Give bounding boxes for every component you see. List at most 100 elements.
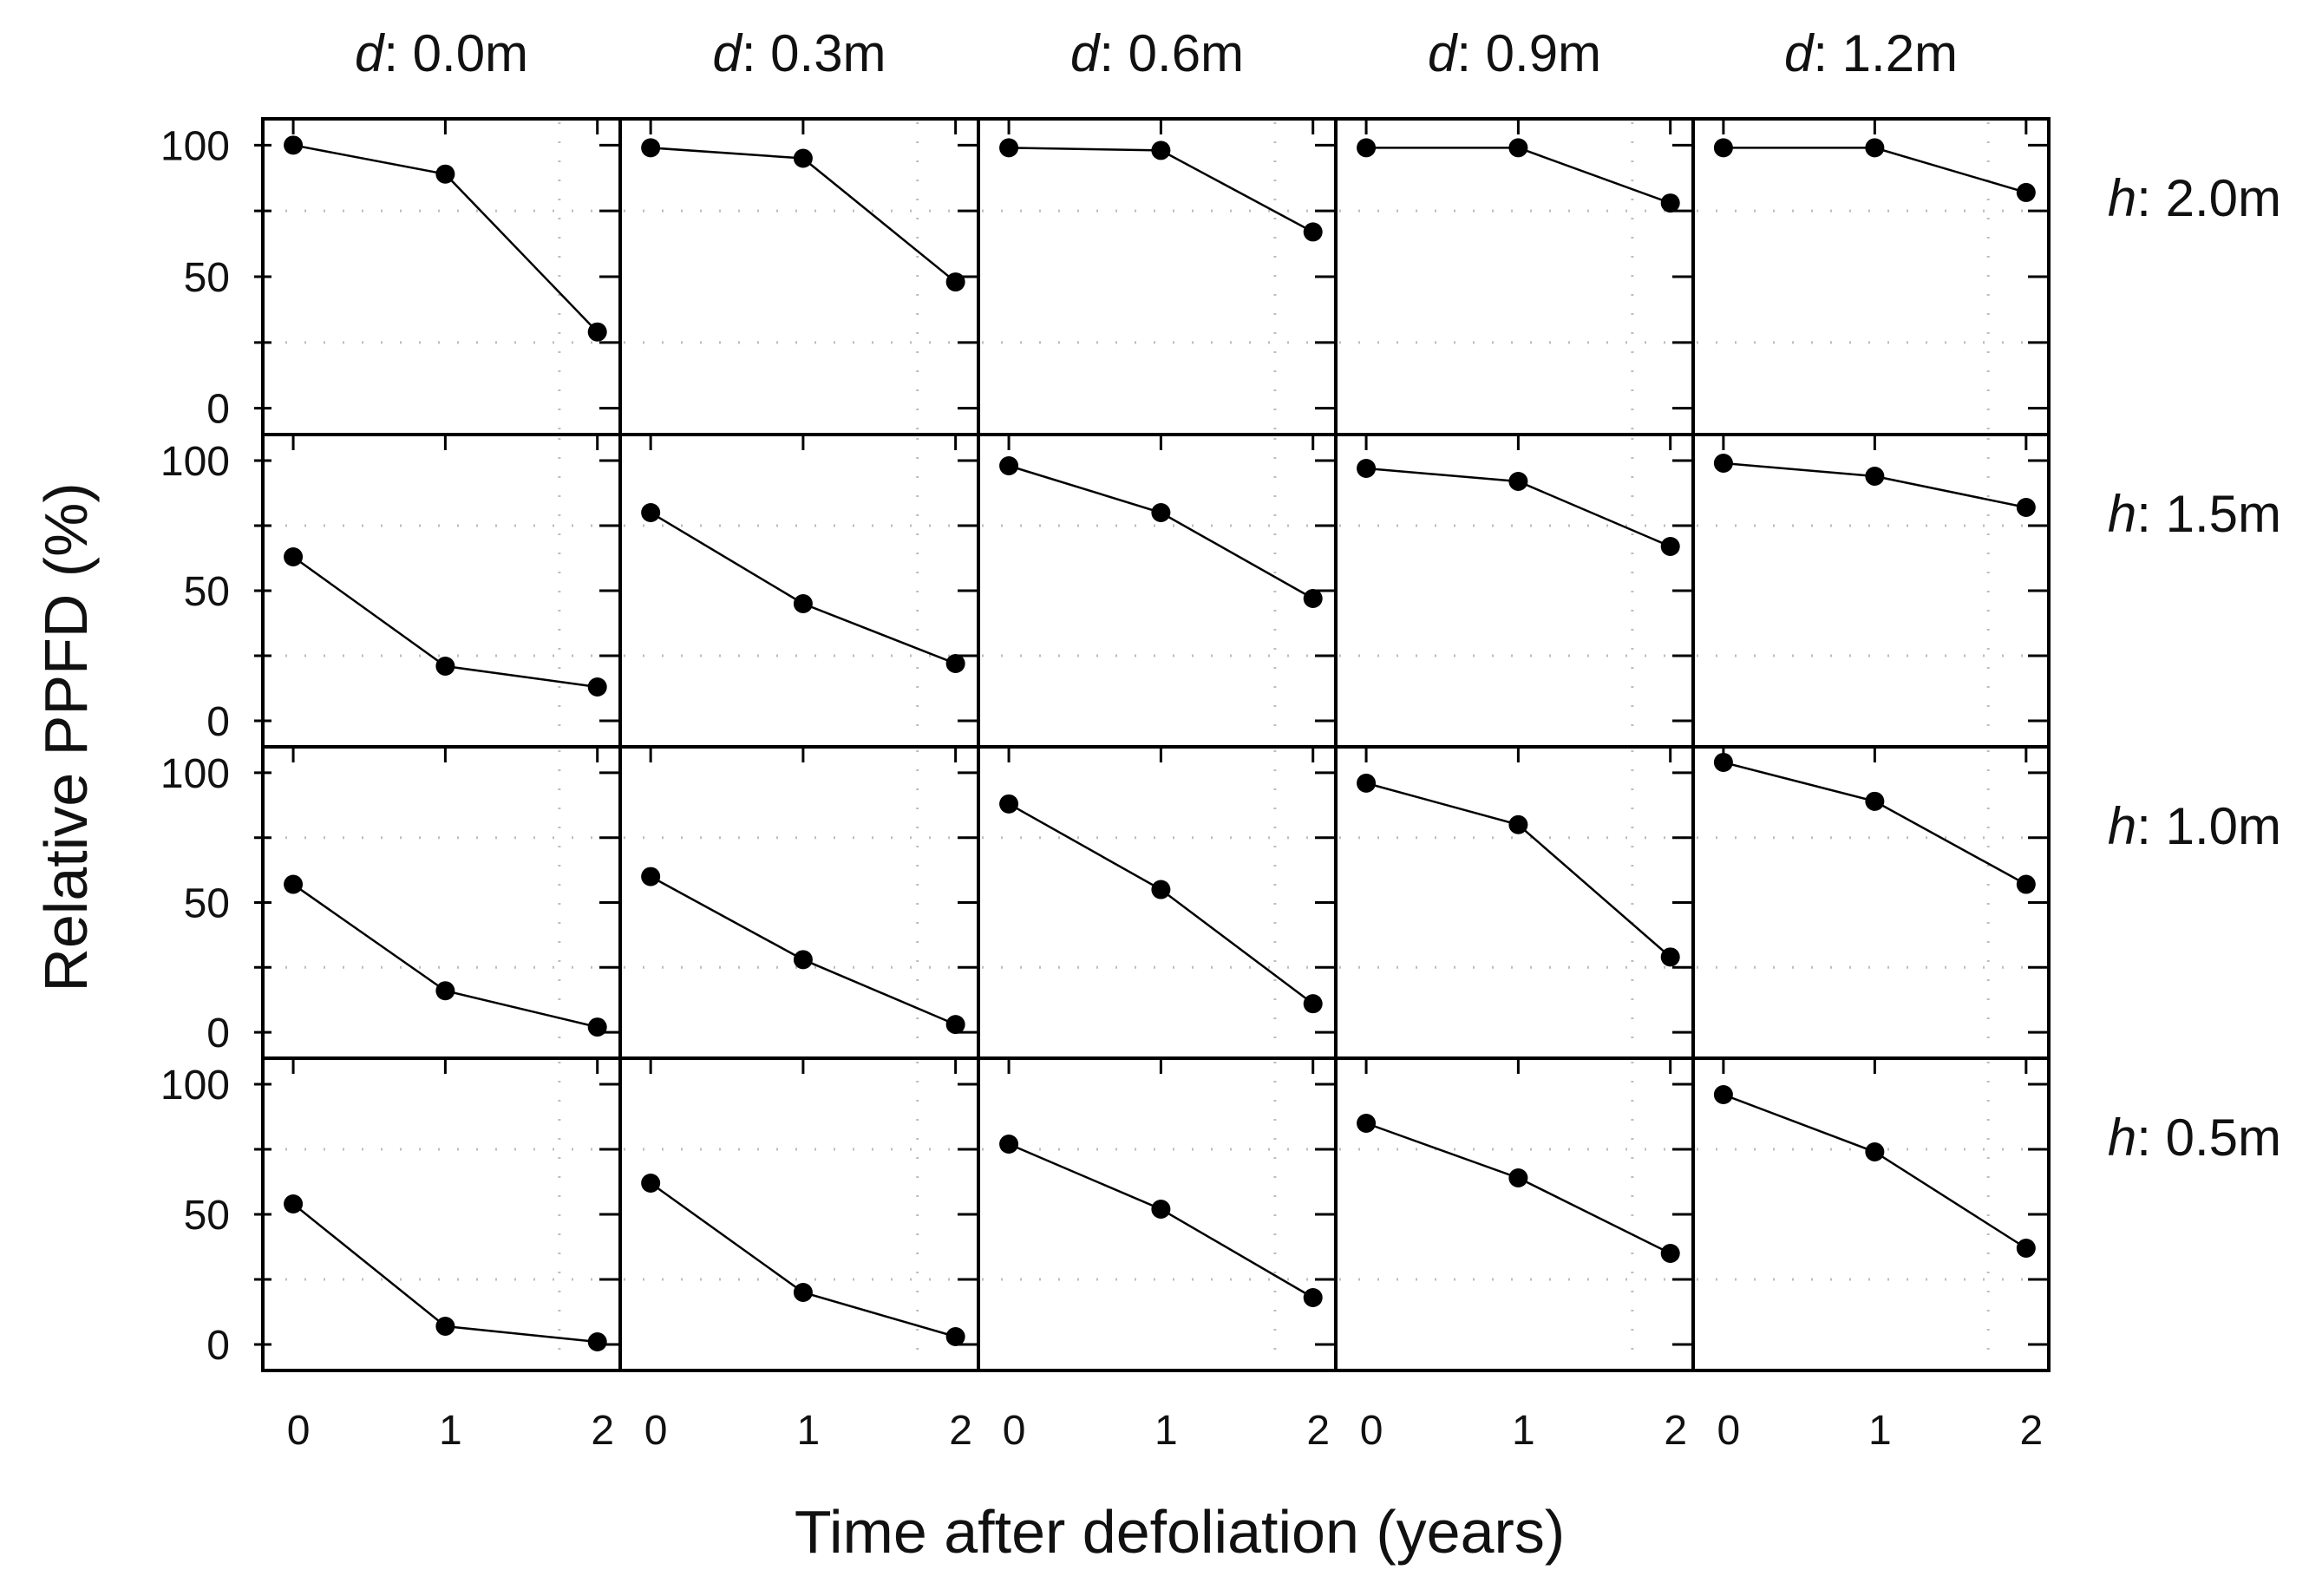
data-point	[1508, 1168, 1528, 1187]
y-tick-label: 100	[160, 1063, 230, 1109]
data-point	[1713, 752, 1733, 772]
x-tick-label: 0	[1003, 1408, 1026, 1454]
panel-frame	[618, 1056, 980, 1372]
data-point	[1713, 1085, 1733, 1104]
data-point	[1151, 880, 1171, 899]
data-point	[793, 1283, 813, 1302]
panel	[1691, 117, 2051, 436]
row-title-var: h	[2108, 797, 2136, 855]
column-title: d: 0.0m	[355, 24, 528, 82]
x-tick-label: 1	[1154, 1408, 1178, 1454]
panel	[618, 117, 980, 436]
data-point	[2016, 874, 2036, 894]
data-point	[1303, 222, 1323, 242]
series-line	[1008, 464, 1314, 600]
data-point	[1357, 138, 1377, 158]
column-title-value: : 1.2m	[1813, 24, 1958, 82]
column-title-var: d	[1428, 24, 1458, 82]
panel	[1691, 745, 2051, 1060]
data-point	[793, 950, 813, 970]
x-tick-label: 2	[591, 1408, 614, 1454]
column-title-var: d	[1784, 24, 1815, 82]
series-line	[292, 883, 598, 1029]
panel	[977, 433, 1338, 749]
data-point	[1508, 814, 1528, 834]
x-tick-label: 1	[1512, 1408, 1535, 1454]
x-tick-label: 0	[1717, 1408, 1741, 1454]
data-point	[945, 272, 965, 292]
panel-frame	[1334, 745, 1695, 1060]
column-title-var: d	[355, 24, 385, 82]
data-point	[793, 594, 813, 613]
panel	[1691, 1056, 2051, 1372]
data-point	[284, 547, 304, 566]
panel	[618, 1056, 980, 1372]
column-title: d: 1.2m	[1784, 24, 1958, 82]
data-point	[1508, 138, 1528, 158]
data-point	[587, 677, 607, 697]
data-point	[284, 135, 304, 155]
data-point	[435, 981, 455, 1001]
row-title: h: 1.0m	[2108, 797, 2281, 855]
data-point	[1865, 1142, 1885, 1161]
data-point	[435, 657, 455, 676]
data-point	[641, 1174, 661, 1193]
x-tick-label: 2	[1306, 1408, 1330, 1454]
data-point	[999, 1135, 1019, 1154]
row-title-var: h	[2108, 1109, 2136, 1167]
row-title: h: 0.5m	[2108, 1109, 2281, 1167]
row-title: h: 1.5m	[2108, 485, 2281, 543]
row-title-var: h	[2108, 485, 2136, 543]
data-point	[1303, 1288, 1323, 1307]
data-point	[945, 654, 965, 673]
data-point	[587, 1332, 607, 1351]
data-point	[999, 138, 1019, 158]
y-tick-label: 100	[160, 123, 230, 169]
column-title-value: : 0.3m	[742, 24, 886, 82]
y-tick-label: 50	[184, 1193, 230, 1239]
data-point	[284, 874, 304, 894]
x-tick-label: 2	[949, 1408, 972, 1454]
column-title: d: 0.9m	[1428, 24, 1601, 82]
data-point	[945, 1327, 965, 1346]
data-point	[2016, 1239, 2036, 1258]
column-title-value: : 0.6m	[1099, 24, 1244, 82]
data-point	[1660, 193, 1680, 213]
data-point	[641, 867, 661, 886]
data-point	[587, 322, 607, 342]
panel-frame	[977, 745, 1338, 1060]
column-title-value: : 0.9m	[1456, 24, 1601, 82]
series-line	[1365, 1122, 1671, 1255]
x-tick-label: 1	[797, 1408, 821, 1454]
panel	[1691, 433, 2051, 749]
x-tick-label: 2	[2019, 1408, 2043, 1454]
panel: 0 50 100	[160, 117, 622, 436]
series-line	[1008, 802, 1314, 1005]
column-title-value: : 0.0m	[383, 24, 528, 82]
y-axis-label: Relative PPFD (%)	[32, 482, 100, 991]
data-point	[284, 1194, 304, 1213]
data-point	[435, 164, 455, 184]
y-tick-label: 50	[184, 255, 230, 301]
data-point	[793, 148, 813, 168]
panel-frame	[1691, 117, 2051, 436]
x-tick-label: 0	[1360, 1408, 1383, 1454]
data-point	[1357, 1114, 1377, 1133]
column-title: d: 0.3m	[712, 24, 886, 82]
data-point	[999, 456, 1019, 475]
series-line	[651, 147, 957, 284]
y-tick-label: 0	[206, 1323, 230, 1369]
panel	[1334, 1056, 1695, 1372]
y-tick-label: 0	[206, 1011, 230, 1056]
y-tick-label: 100	[160, 439, 230, 485]
x-tick-label: 0	[644, 1408, 668, 1454]
data-point	[587, 1017, 607, 1037]
data-point	[1303, 994, 1323, 1014]
data-point	[435, 1317, 455, 1336]
x-tick-label: 1	[1868, 1408, 1892, 1454]
y-tick-label: 0	[206, 387, 230, 433]
panel-frame	[261, 433, 622, 749]
y-tick-label: 50	[184, 569, 230, 615]
x-axis-label: Time after defoliation (years)	[795, 1498, 1565, 1566]
panel	[1334, 745, 1695, 1060]
